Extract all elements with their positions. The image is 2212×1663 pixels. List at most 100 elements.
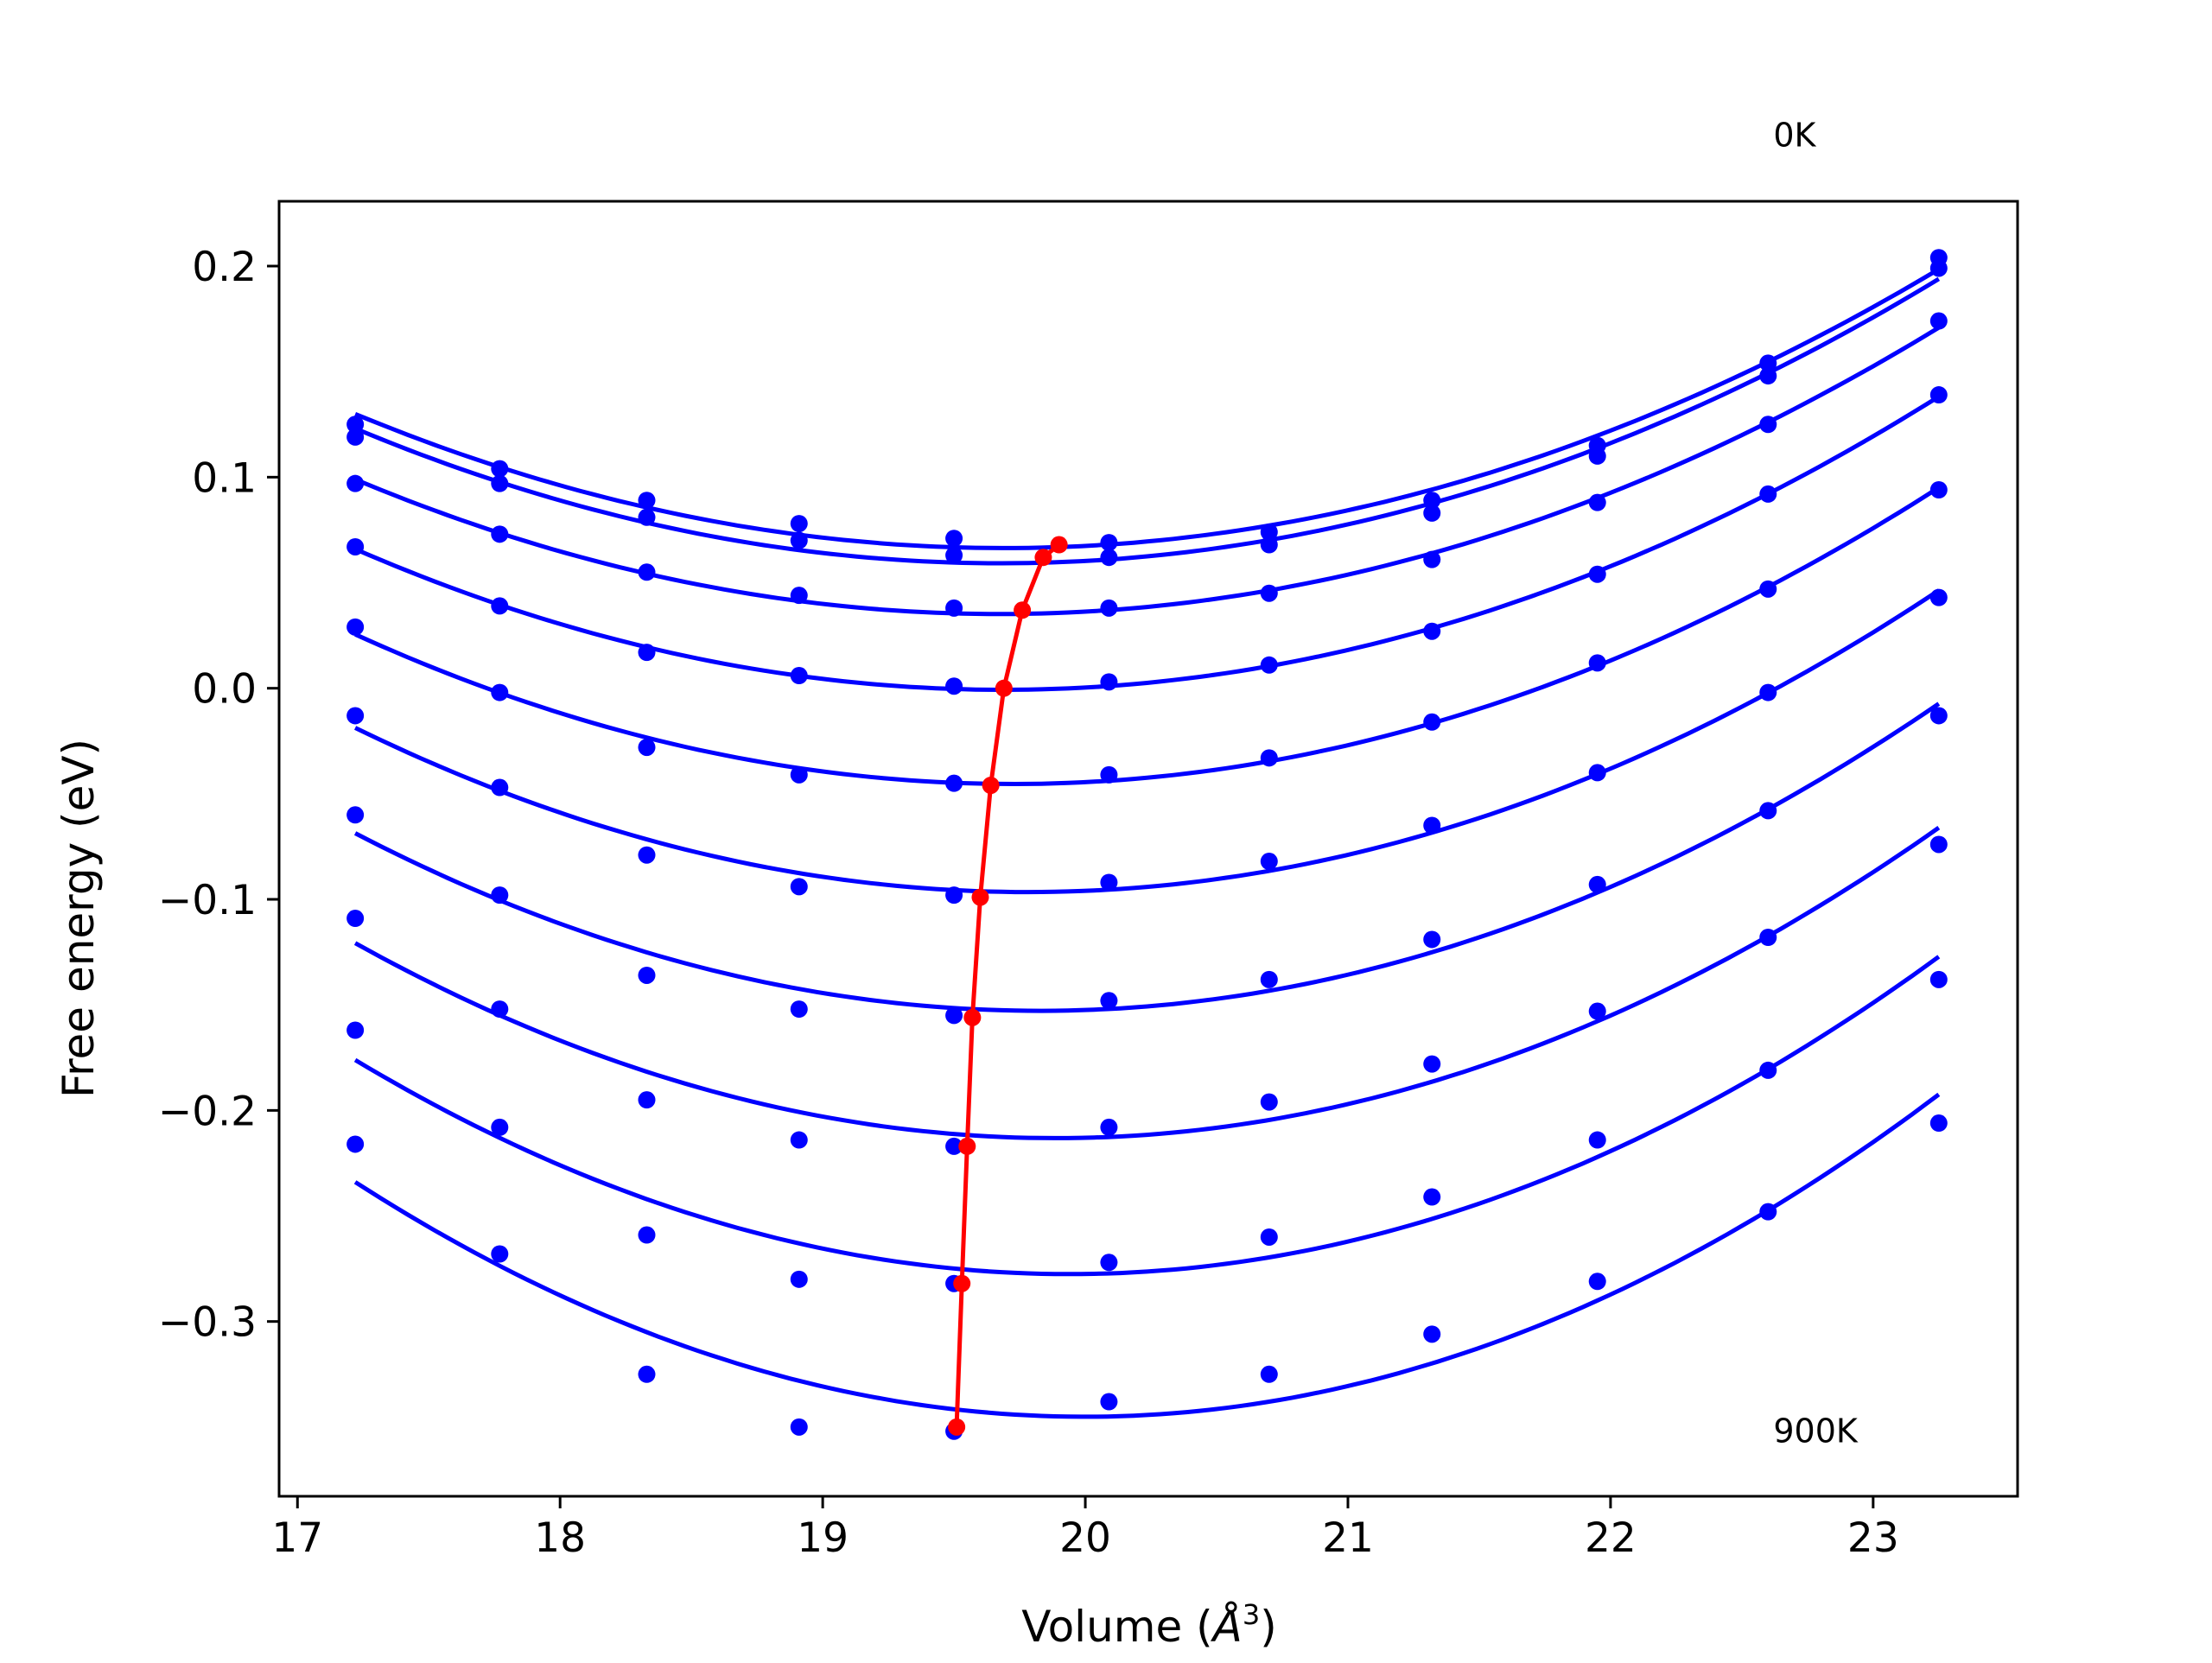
data-point — [1423, 1325, 1441, 1343]
data-point — [1100, 673, 1118, 691]
data-point — [1260, 584, 1278, 602]
data-point — [1423, 1055, 1441, 1073]
data-point — [790, 878, 808, 896]
data-point — [1100, 534, 1118, 552]
data-point — [1759, 367, 1777, 385]
data-point — [1423, 713, 1441, 731]
data-point — [491, 525, 509, 543]
data-point — [346, 806, 365, 824]
data-point — [1759, 683, 1777, 701]
data-point — [638, 1091, 656, 1109]
data-point — [1100, 1118, 1118, 1136]
data-point — [1588, 493, 1606, 511]
fit-curve-5 — [354, 588, 1941, 895]
data-point — [1423, 1188, 1441, 1206]
data-point — [1260, 853, 1278, 871]
data-point — [491, 1118, 509, 1136]
data-point — [790, 1000, 808, 1019]
data-point — [1588, 1131, 1606, 1149]
minimum-point — [963, 1008, 982, 1026]
data-point — [1260, 656, 1278, 674]
data-point — [945, 546, 963, 564]
fit-curve-6 — [353, 701, 1941, 1013]
minimum-point — [1050, 536, 1068, 554]
x-tick-label: 21 — [1322, 1514, 1374, 1562]
y-axis-ticks: 0.2 0.1 0.0 −0.1 −0.2 −0.3 — [158, 244, 279, 1347]
y-tick-label: 0.1 — [192, 454, 257, 502]
fit-curve-9 — [353, 1092, 1941, 1419]
data-point — [945, 677, 963, 695]
y-tick-label: 0.2 — [192, 244, 257, 291]
temperature-annotation: 0K — [1773, 117, 1816, 155]
data-point — [638, 966, 656, 984]
minimum-point — [953, 1274, 971, 1292]
data-point — [1423, 550, 1441, 568]
data-point — [346, 707, 365, 725]
data-point — [1423, 622, 1441, 640]
data-point — [1929, 386, 1948, 404]
data-point — [1100, 549, 1118, 567]
data-point — [1260, 1365, 1278, 1383]
data-point — [1759, 485, 1777, 503]
data-point — [790, 1418, 808, 1436]
data-point — [1588, 447, 1606, 465]
data-point — [1588, 654, 1606, 672]
minimum-point — [958, 1137, 976, 1155]
data-point — [945, 886, 963, 904]
temperature-annotation: 900K — [1773, 1412, 1859, 1450]
data-point — [790, 1270, 808, 1288]
fit-curve-7 — [353, 826, 1941, 1140]
data-point — [491, 597, 509, 615]
data-point — [945, 599, 963, 617]
data-point — [638, 1365, 656, 1383]
data-point — [1929, 1114, 1948, 1133]
data-point — [346, 1135, 365, 1153]
data-point — [1260, 536, 1278, 554]
axes-frame — [277, 200, 2019, 1498]
data-point — [1759, 1061, 1777, 1079]
data-point — [491, 683, 509, 701]
fit-curve-2 — [354, 326, 1941, 617]
data-point — [638, 644, 656, 662]
data-point — [790, 531, 808, 549]
data-point — [638, 492, 656, 510]
minimum-point — [1014, 601, 1032, 619]
data-point — [1759, 354, 1777, 372]
data-point — [346, 416, 365, 434]
data-point — [790, 1131, 808, 1149]
annotations: 0K 900K — [1773, 117, 1859, 1450]
data-point — [790, 587, 808, 605]
y-tick-label: 0.0 — [192, 666, 257, 714]
x-axis-ticks: 17 18 19 20 21 22 23 — [271, 1496, 1899, 1562]
data-point — [1423, 492, 1441, 510]
minimum-point — [948, 1418, 966, 1436]
data-point — [945, 1137, 963, 1155]
data-point — [1100, 765, 1118, 784]
data-point — [1759, 580, 1777, 598]
minimum-path — [948, 536, 1068, 1436]
data-point — [491, 886, 509, 904]
fit-curve-1 — [354, 276, 1941, 566]
x-tick-label: 20 — [1059, 1514, 1111, 1562]
data-point — [1759, 802, 1777, 820]
data-point — [491, 1245, 509, 1263]
series-curves — [353, 267, 1941, 1419]
x-tick-label: 22 — [1585, 1514, 1637, 1562]
data-point — [1588, 764, 1606, 782]
minimum-point — [982, 777, 1000, 795]
x-tick-label: 18 — [534, 1514, 586, 1562]
data-point — [1423, 816, 1441, 835]
y-tick-label: −0.3 — [158, 1299, 257, 1347]
data-point — [491, 1000, 509, 1019]
x-tick-label: 17 — [271, 1514, 323, 1562]
fit-curve-8 — [353, 955, 1941, 1277]
data-point — [1588, 1002, 1606, 1020]
data-point — [790, 515, 808, 533]
data-point — [1260, 523, 1278, 541]
data-point — [1260, 1228, 1278, 1246]
data-point — [638, 508, 656, 526]
data-point — [790, 667, 808, 685]
data-point — [638, 1226, 656, 1244]
